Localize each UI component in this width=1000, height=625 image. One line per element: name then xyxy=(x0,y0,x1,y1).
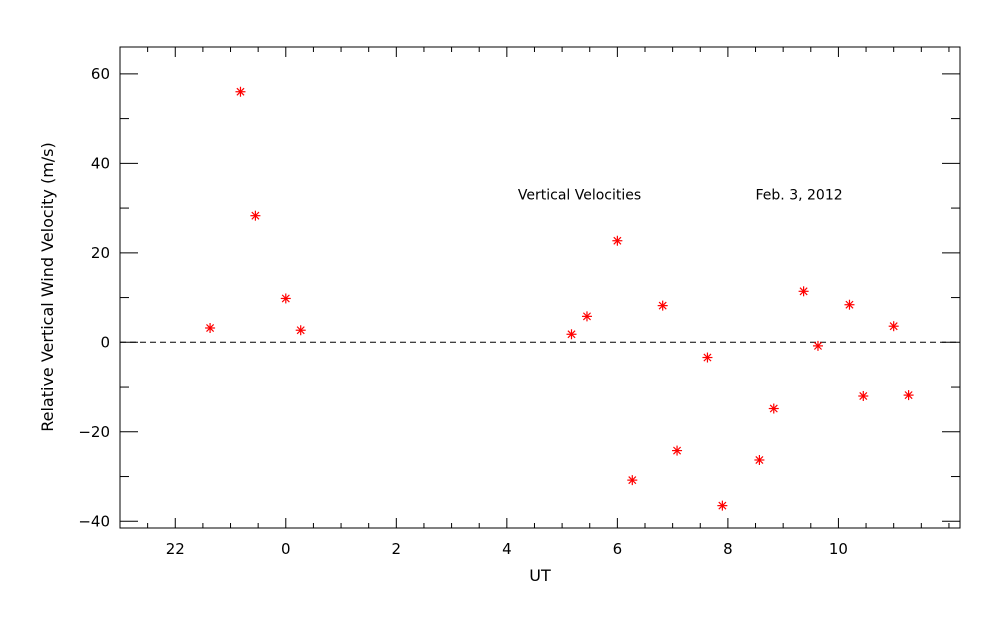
data-point xyxy=(858,391,869,402)
x-tick-label: 6 xyxy=(613,540,623,558)
x-tick-label: 8 xyxy=(723,540,733,558)
tick-labels: 22 0 2 4 6 8 10 −40 −20 0 20 40 60 xyxy=(78,65,848,558)
axis-ticks xyxy=(119,47,960,528)
data-point xyxy=(702,352,713,363)
x-axis-title: UT xyxy=(529,566,551,585)
data-point xyxy=(844,299,855,310)
data-point xyxy=(205,322,216,333)
data-point xyxy=(657,300,668,311)
data-point xyxy=(798,286,809,297)
y-tick-label: 40 xyxy=(91,154,110,172)
data-point xyxy=(754,454,765,465)
y-tick-label: 0 xyxy=(100,333,110,351)
data-points xyxy=(205,86,914,511)
data-point xyxy=(812,340,823,351)
annotation-vertical-velocities: Vertical Velocities xyxy=(518,188,641,204)
x-tick-label: 0 xyxy=(281,540,291,558)
data-point xyxy=(888,321,899,332)
data-point xyxy=(627,475,638,486)
annotation-date: Feb. 3, 2012 xyxy=(756,188,843,204)
data-point xyxy=(612,235,623,246)
y-tick-label: −40 xyxy=(78,512,110,530)
data-point xyxy=(717,500,728,511)
y-tick-label: 60 xyxy=(91,65,110,83)
x-tick-label: 2 xyxy=(392,540,402,558)
data-point xyxy=(280,293,291,304)
y-tick-label: 20 xyxy=(91,244,110,262)
data-point xyxy=(566,329,577,340)
data-point xyxy=(903,390,914,401)
data-point xyxy=(235,86,246,97)
x-tick-label: 22 xyxy=(166,540,185,558)
plot-frame xyxy=(119,46,961,529)
y-axis-title: Relative Vertical Wind Velocity (m/s) xyxy=(38,142,57,432)
x-tick-label: 10 xyxy=(829,540,848,558)
data-point xyxy=(250,210,261,221)
x-tick-label: 4 xyxy=(502,540,512,558)
data-point xyxy=(768,403,779,414)
data-point xyxy=(295,325,306,336)
data-point xyxy=(672,445,683,456)
data-point xyxy=(581,311,592,322)
y-tick-label: −20 xyxy=(78,423,110,441)
